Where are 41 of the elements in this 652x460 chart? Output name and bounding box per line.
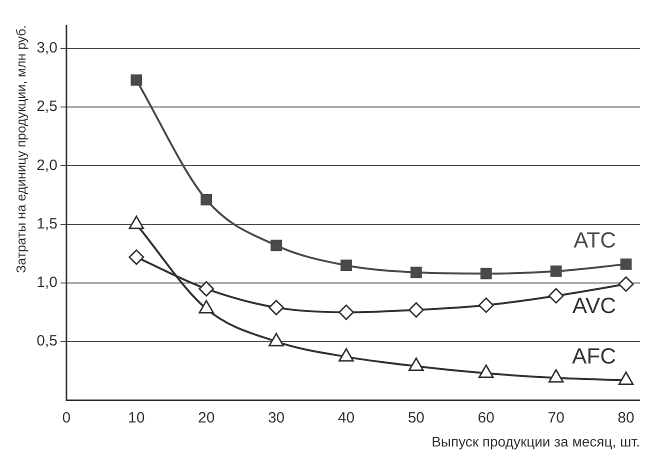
point	[618, 276, 634, 292]
x-tick-label: 10	[128, 409, 145, 426]
point	[268, 300, 284, 316]
y-tick-label: 1,0	[36, 274, 58, 292]
point	[548, 288, 564, 304]
point	[338, 348, 354, 362]
point	[620, 258, 632, 270]
x-tick-label: 20	[198, 409, 215, 426]
x-tick-label: 50	[408, 409, 425, 426]
point	[338, 304, 354, 320]
point	[408, 302, 424, 318]
point	[548, 369, 564, 383]
y-tick-label: 0,5	[36, 332, 58, 350]
point	[340, 260, 352, 272]
x-tick-label: 40	[338, 409, 355, 426]
point	[270, 240, 282, 252]
x-tick-label: 30	[268, 409, 285, 426]
point	[480, 268, 492, 280]
series-label: AVC	[572, 293, 616, 318]
point	[410, 266, 422, 278]
y-tick-label: 1,5	[36, 215, 58, 232]
point	[478, 297, 494, 313]
point	[128, 249, 144, 265]
point	[550, 266, 562, 277]
point	[268, 332, 284, 346]
y-axis-title: Затраты на единицу продукции, млн руб.	[13, 25, 28, 273]
point	[200, 194, 212, 206]
y-tick-label: 3,0	[36, 40, 58, 57]
point	[198, 281, 214, 297]
x-tick-label: 80	[618, 409, 634, 426]
x-tick-label: 70	[548, 409, 564, 426]
x-tick-label: 60	[478, 409, 494, 426]
point	[478, 364, 494, 378]
series-label: AFC	[572, 343, 616, 368]
x-axis-title: Выпуск продукции за месяц, шт.	[432, 433, 640, 450]
point	[618, 372, 634, 386]
series-label: ATC	[574, 227, 616, 252]
y-tick-label: 2,5	[36, 98, 58, 116]
y-tick-label: 2,0	[36, 156, 58, 174]
x-tick-label: 0	[62, 409, 71, 426]
point	[408, 357, 424, 371]
